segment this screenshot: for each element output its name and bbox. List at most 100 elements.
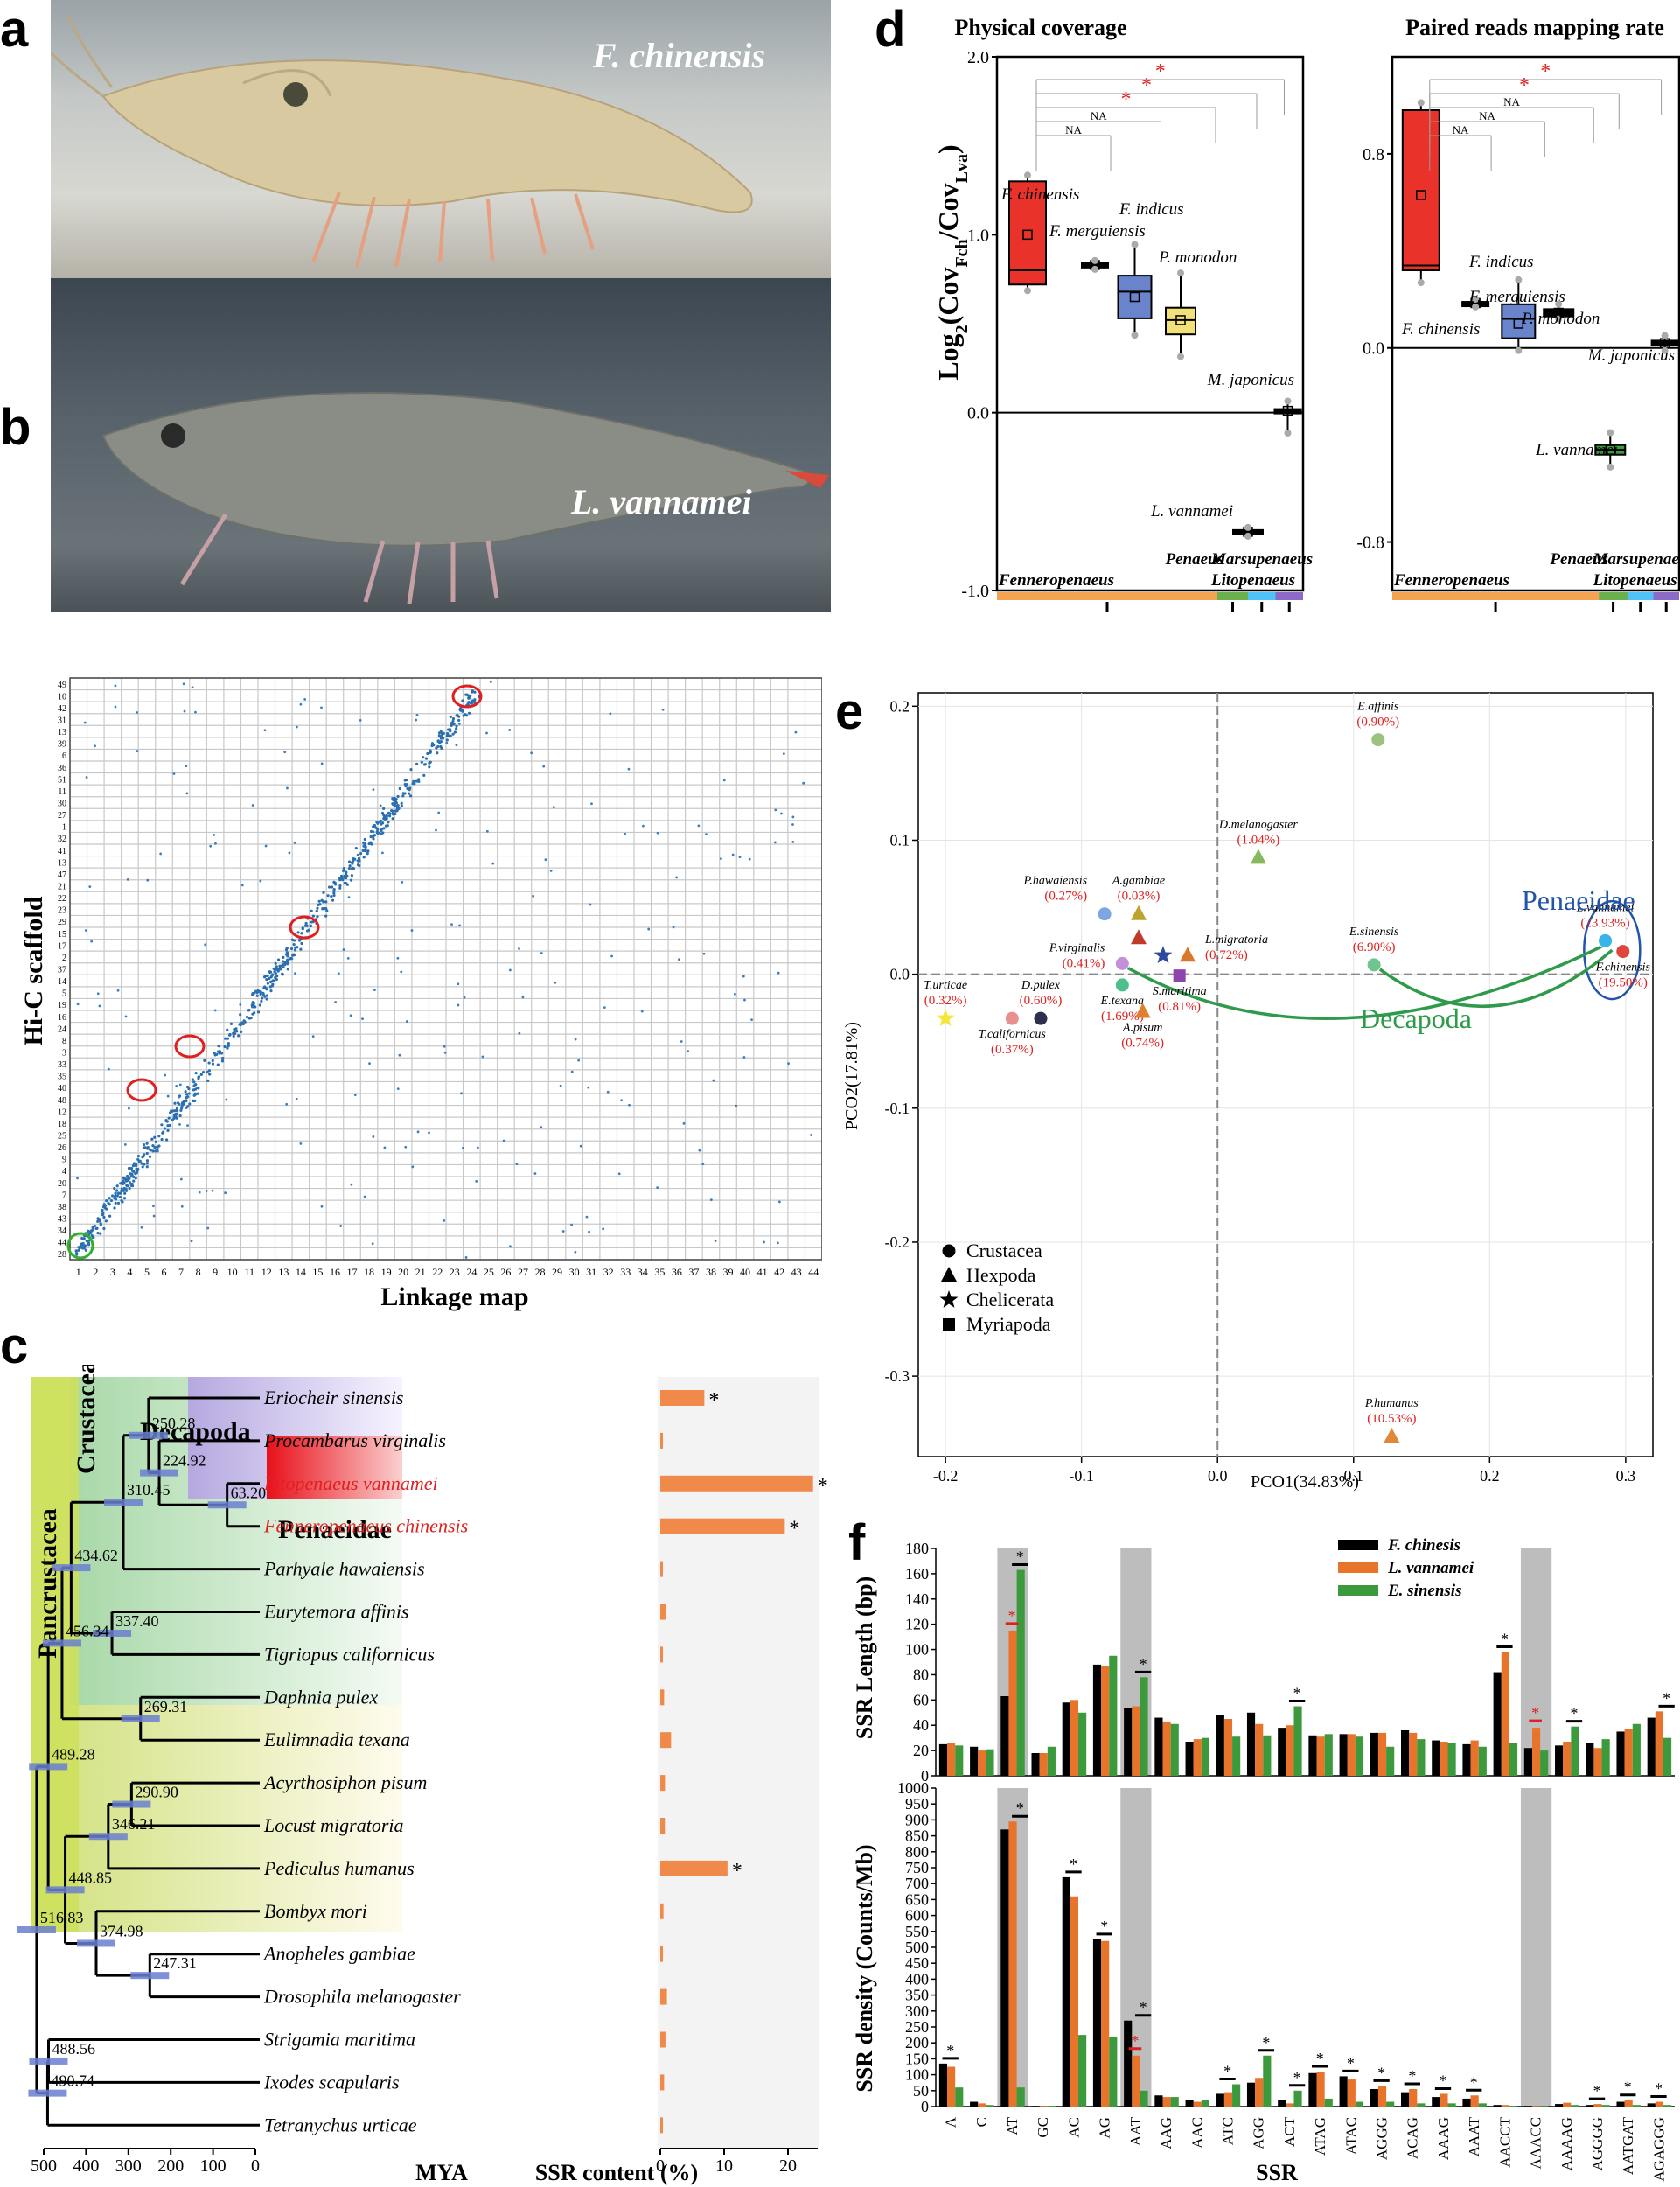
species-label: F. indicus: [1119, 200, 1184, 219]
ytick-label: -0.2: [885, 1233, 910, 1251]
hic-dot: [229, 1022, 234, 1025]
legend-label: E. sinensis: [1387, 1582, 1461, 1600]
node-age-label: 488.56: [52, 2040, 94, 2058]
hic-dot: [416, 1130, 420, 1134]
point-triangle: [1180, 947, 1196, 962]
hic-dot: [376, 828, 380, 831]
genus-label: Fenneropenaeus: [998, 571, 1114, 590]
xtick-label: 21: [415, 1266, 426, 1278]
sig-star: *: [789, 1518, 799, 1541]
ytick-label: 35: [58, 1073, 66, 1082]
xtick-label: 29: [552, 1266, 562, 1278]
hic-dot: [225, 1098, 228, 1101]
hic-dot: [143, 1153, 146, 1156]
genus-label: Litopenaeus: [1593, 571, 1677, 590]
xtick-label: ATAG: [1312, 2117, 1328, 2156]
hic-dot: [140, 1226, 143, 1229]
hic-dot: [191, 686, 194, 689]
ytick-label: 40: [913, 1716, 929, 1734]
bar: [1355, 2101, 1364, 2107]
hic-dot: [311, 1035, 315, 1038]
point-star: [939, 1290, 959, 1308]
sig-star: *: [1655, 2080, 1663, 2098]
hic-dot: [303, 924, 307, 927]
ytick-label: 21: [58, 883, 66, 892]
hic-dot: [345, 874, 349, 878]
sig-star: *: [1571, 1705, 1579, 1722]
hic-dot: [508, 968, 512, 972]
hic-dot: [96, 1232, 100, 1235]
hic-dot: [320, 1205, 324, 1208]
hic-dot: [136, 1155, 140, 1158]
hic-dot: [157, 1144, 161, 1148]
node-ci-bar: [130, 1972, 170, 1980]
hic-dot: [245, 1015, 249, 1019]
bar: [1655, 2101, 1663, 2107]
hic-dot: [382, 827, 386, 830]
bar: [1039, 2106, 1048, 2107]
hic-dot: [405, 778, 408, 782]
hic-dot: [435, 828, 437, 832]
hic-dot: [281, 960, 285, 963]
hic-dot: [453, 730, 457, 734]
hic-dot: [372, 830, 375, 834]
hic-dot: [508, 729, 512, 731]
ytick-label: 40: [58, 1084, 66, 1094]
hic-dot: [242, 1019, 246, 1023]
hic-dot: [324, 914, 328, 918]
ytick-label: 5: [62, 989, 66, 999]
hic-dot: [266, 982, 269, 985]
xtick-label: -0.1: [1069, 1467, 1094, 1485]
node-ci-bar: [88, 1833, 128, 1841]
hic-dot: [439, 744, 443, 749]
hic-dot: [286, 954, 289, 958]
ytick-label: 1000: [897, 1779, 929, 1797]
xtick-label: AT: [1004, 2116, 1021, 2135]
hic-dot: [347, 896, 351, 899]
hic-dot: [260, 996, 264, 1000]
hic-dot: [119, 1191, 122, 1195]
point-name: E.affinis: [1356, 701, 1399, 714]
hic-dot: [542, 765, 546, 768]
hic-dot: [122, 1186, 126, 1191]
hic-dot: [475, 1179, 478, 1183]
hic-dot: [294, 946, 297, 949]
hic-dot: [380, 828, 383, 831]
bar: [1154, 2095, 1163, 2107]
xtick-label: AAAAG: [1558, 2117, 1575, 2170]
hic-dot: [325, 909, 329, 912]
ytick-label: 100: [905, 2066, 929, 2084]
ytick-label: 27: [58, 811, 66, 821]
bar: [1370, 1732, 1378, 1776]
hic-dot: [253, 1011, 256, 1015]
hic-dot: [518, 1031, 521, 1035]
hic-dot: [114, 1194, 117, 1198]
hic-dot: [88, 885, 92, 889]
ytick-label: 50: [913, 2082, 929, 2100]
point-pct: (0.32%): [924, 994, 967, 1008]
hic-dot: [359, 718, 362, 722]
species-label: Anopheles gambiae: [262, 1943, 415, 1965]
point-name: S.maritima: [1153, 985, 1207, 998]
genus-bar: [1392, 592, 1600, 600]
ytick-label: 44: [58, 1239, 66, 1248]
ssr-bar: [660, 1946, 663, 1962]
box: [1165, 306, 1196, 336]
ytick-label: 11: [58, 787, 66, 797]
data-point: [1024, 287, 1031, 295]
ytick-label: 0.1: [890, 831, 910, 849]
ytick-label: 250: [905, 2018, 929, 2036]
hic-dot: [373, 834, 377, 837]
ytick-label: 15: [58, 930, 66, 940]
hic-dot: [194, 710, 197, 714]
hic-dot: [209, 844, 213, 848]
point-triangle: [1131, 929, 1147, 945]
hic-dot: [341, 878, 345, 882]
hic-dot: [101, 1205, 106, 1209]
bar: [1286, 2103, 1294, 2107]
node-age-label: 434.62: [74, 1547, 118, 1564]
ytick-label: 4: [62, 1167, 66, 1177]
hic-dot: [82, 1237, 86, 1240]
hic-dot: [375, 821, 379, 824]
time-tick: 200: [157, 2156, 184, 2176]
